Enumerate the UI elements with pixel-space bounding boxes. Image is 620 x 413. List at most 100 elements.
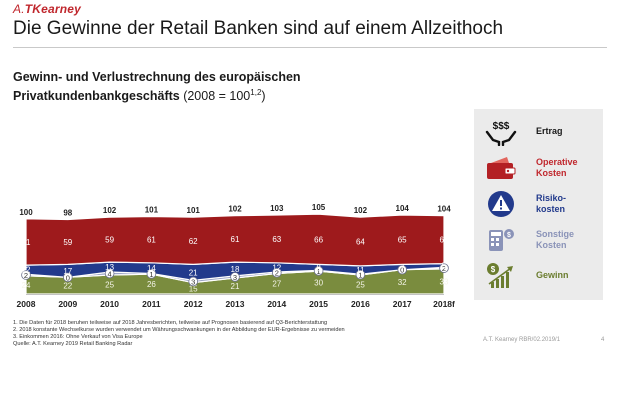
total-label: 104 xyxy=(396,204,410,213)
footnote-2: 2. 2018 konstante Wechselkurse wurden ve… xyxy=(13,327,345,333)
kearney-logo: A.TKearney xyxy=(13,2,82,16)
data-label-operative-kosten: 63 xyxy=(440,236,449,245)
legend-item: Risiko- kosten xyxy=(474,188,603,220)
data-label-sonstige-kosten: 0 xyxy=(66,273,70,282)
chart-title-line1: Gewinn- und Verlustrechnung des europäis… xyxy=(13,70,301,84)
data-label-operative-kosten: 62 xyxy=(189,237,198,246)
sonstige-kosten-marker xyxy=(104,268,115,279)
data-label-operative-kosten: 59 xyxy=(63,238,72,247)
source-note: Quelle: A.T. Kearney 2019 Retail Banking… xyxy=(13,341,133,347)
sonstige-kosten-marker xyxy=(313,266,324,276)
x-tick-label: 2014 xyxy=(267,299,286,309)
svg-text:$$$: $$$ xyxy=(493,121,510,132)
data-label-risikokosten: 13 xyxy=(105,263,114,272)
legend-label: Operative Kosten xyxy=(536,157,578,178)
data-label-operative-kosten: 64 xyxy=(356,238,365,247)
chart-title: Gewinn- und Verlustrechnung des europäis… xyxy=(13,70,301,104)
total-label: 102 xyxy=(103,206,117,215)
data-label-risikokosten: 8 xyxy=(316,263,321,272)
data-label-operative-kosten: 66 xyxy=(314,235,323,244)
data-label-operative-kosten: 59 xyxy=(105,236,114,245)
data-label-sonstige-kosten: 1 xyxy=(358,271,362,280)
data-label-risikokosten: 11 xyxy=(356,266,365,275)
data-label-risikokosten: 21 xyxy=(189,268,198,277)
total-label: 104 xyxy=(437,205,451,214)
total-label: 105 xyxy=(312,203,326,212)
x-tick-label: 2015 xyxy=(309,299,328,309)
x-tick-label: 2008 xyxy=(17,299,36,309)
data-label-operative-kosten: 61 xyxy=(22,238,31,247)
legend-label: Sonstige Kosten xyxy=(536,229,575,250)
total-label: 101 xyxy=(187,206,201,215)
data-label-sonstige-kosten: 2 xyxy=(24,271,28,280)
data-label-risikokosten: 12 xyxy=(22,266,31,275)
legend-label: Gewinn xyxy=(536,270,569,280)
x-tick-label: 2009 xyxy=(58,299,77,309)
x-tick-label: 2011 xyxy=(142,299,161,309)
x-tick-label: 2010 xyxy=(100,299,119,309)
data-label-sonstige-kosten: 2 xyxy=(275,269,279,278)
data-label-gewinn: 21 xyxy=(231,282,240,291)
sonstige-kosten-marker xyxy=(21,270,31,280)
hands-money-icon: $$$ xyxy=(485,118,517,147)
data-label-gewinn: 26 xyxy=(147,280,156,289)
data-label-gewinn: 25 xyxy=(356,281,365,290)
wallet-icon xyxy=(485,154,517,182)
data-label-sonstige-kosten: 0 xyxy=(400,266,404,275)
footnotes: 1. Die Daten für 2018 beruhen teilweise … xyxy=(13,320,345,348)
data-label-risikokosten: 14 xyxy=(147,264,156,273)
warning-icon xyxy=(485,190,517,218)
x-tick-label: 2016 xyxy=(351,299,370,309)
page-number: 4 xyxy=(601,337,605,343)
chart-title-line2: Privatkundenbankgeschäfts (2008 = 1001,2… xyxy=(13,88,266,104)
sonstige-kosten-marker xyxy=(397,264,408,275)
data-label-risikokosten: 18 xyxy=(231,265,240,274)
data-label-gewinn: 33 xyxy=(440,277,449,286)
data-label-operative-kosten: 61 xyxy=(147,236,156,245)
data-label-operative-kosten: 63 xyxy=(272,235,281,244)
data-label-risikokosten: 17 xyxy=(63,267,72,276)
data-label-gewinn: 32 xyxy=(398,278,407,287)
x-tick-label: 2017 xyxy=(393,299,412,309)
legend-item: $ Gewinn xyxy=(474,260,603,292)
sonstige-kosten-marker xyxy=(230,272,240,282)
data-label-gewinn: 22 xyxy=(63,282,72,291)
data-label-sonstige-kosten: 4 xyxy=(108,269,112,278)
data-label-sonstige-kosten: 3 xyxy=(233,273,237,282)
sonstige-kosten-marker xyxy=(271,267,282,278)
data-label-gewinn: 15 xyxy=(189,284,198,293)
growth-icon: $ xyxy=(485,262,517,290)
document-code: A.T. Kearney RBR/02.2019/1 xyxy=(483,337,561,343)
data-label-operative-kosten: 65 xyxy=(398,236,407,245)
page-title: Die Gewinne der Retail Banken sind auf e… xyxy=(13,18,504,39)
total-label: 98 xyxy=(63,209,72,218)
x-tick-label: 2012 xyxy=(184,299,203,309)
sonstige-kosten-marker xyxy=(355,269,366,280)
svg-text:$: $ xyxy=(507,232,511,239)
footnote-3: 3. Einkommen 2016: Ohne Verkauf von Visa… xyxy=(13,334,143,340)
data-label-sonstige-kosten: 3 xyxy=(191,277,195,286)
data-label-sonstige-kosten: 2 xyxy=(442,264,446,273)
total-label: 102 xyxy=(228,205,242,214)
calculator-icon: $ xyxy=(485,226,517,254)
total-label: 103 xyxy=(270,204,284,213)
footnote-1: 1. Die Daten für 2018 beruhen teilweise … xyxy=(13,320,328,326)
data-label-sonstige-kosten: 1 xyxy=(149,270,153,279)
total-label: 101 xyxy=(145,205,159,214)
svg-text:$: $ xyxy=(491,265,496,274)
sonstige-kosten-marker xyxy=(439,263,449,273)
data-label-risikokosten: 5 xyxy=(442,262,447,271)
x-tick-label: 2018f xyxy=(433,299,455,309)
total-label: 102 xyxy=(354,206,368,215)
data-label-gewinn: 24 xyxy=(22,281,31,290)
legend-item: $ Sonstige Kosten xyxy=(474,224,603,256)
title-divider xyxy=(13,47,607,48)
sonstige-kosten-marker xyxy=(188,276,199,287)
x-tick-label: 2013 xyxy=(226,299,245,309)
data-label-gewinn: 30 xyxy=(314,279,323,288)
legend-item: $$$ Ertrag xyxy=(474,116,603,148)
total-label: 100 xyxy=(19,208,33,217)
data-label-risikokosten: 7 xyxy=(400,263,405,272)
legend-label: Risiko- kosten xyxy=(536,193,567,214)
data-label-gewinn: 27 xyxy=(272,280,281,289)
